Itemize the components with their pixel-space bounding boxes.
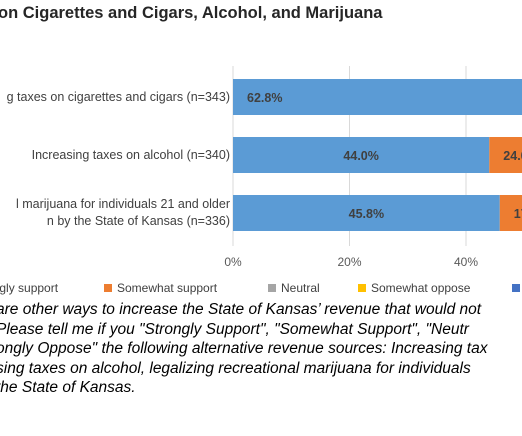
survey-question-text: are other ways to increase the State of … — [0, 300, 522, 398]
bar-segment — [233, 137, 490, 173]
category-label: Increasing taxes on alcohol (n=340) — [31, 148, 230, 162]
stacked-bar-chart: 62.8%16.544.0%24.0%10.45.8%17.3%11.1%0%2… — [224, 66, 522, 269]
data-label: 44.0% — [343, 149, 378, 163]
data-label: 24.0% — [503, 149, 522, 163]
bar-segment — [499, 195, 522, 231]
question-line: are other ways to increase the State of … — [0, 301, 482, 318]
legend-swatch — [512, 284, 520, 292]
question-line: ongly Oppose" the following alternative … — [0, 340, 488, 357]
x-tick-label: 40% — [454, 255, 478, 269]
legend-item: Somewhat oppose — [358, 281, 470, 295]
legend-swatch — [268, 284, 276, 292]
question-line: sing taxes on alcohol, legalizing recrea… — [0, 359, 471, 377]
legend-label: Neutral — [281, 281, 320, 295]
data-label: 17.3% — [514, 207, 522, 221]
legend-label: ongly support — [0, 281, 59, 295]
legend-swatch — [358, 284, 366, 292]
question-line: the State of Kansas. — [0, 379, 136, 396]
bar-segment — [233, 195, 500, 231]
bar-segment — [233, 79, 522, 115]
question-line: Please tell me if you "Strongly Support"… — [0, 320, 469, 338]
bar-segment — [489, 137, 522, 173]
category-label: n by the State of Kansas (n=336) — [46, 214, 230, 228]
data-label: 45.8% — [349, 207, 384, 221]
legend-item: Somewhat support — [104, 281, 217, 295]
x-tick-label: 20% — [337, 255, 361, 269]
legend-item: St — [512, 281, 522, 295]
legend-item: ongly support — [0, 281, 58, 295]
chart-title: on Cigarettes and Cigars, Alcohol, and M… — [0, 4, 383, 22]
legend-label: Somewhat support — [117, 281, 218, 295]
legend-item: Neutral — [268, 281, 320, 295]
category-label: l marijuana for individuals 21 and older — [15, 197, 230, 211]
legend-label: Somewhat oppose — [371, 281, 471, 295]
legend-swatch — [104, 284, 112, 292]
data-label: 62.8% — [247, 91, 282, 105]
x-tick-label: 0% — [224, 255, 242, 269]
category-label: g taxes on cigarettes and cigars (n=343) — [6, 90, 230, 104]
